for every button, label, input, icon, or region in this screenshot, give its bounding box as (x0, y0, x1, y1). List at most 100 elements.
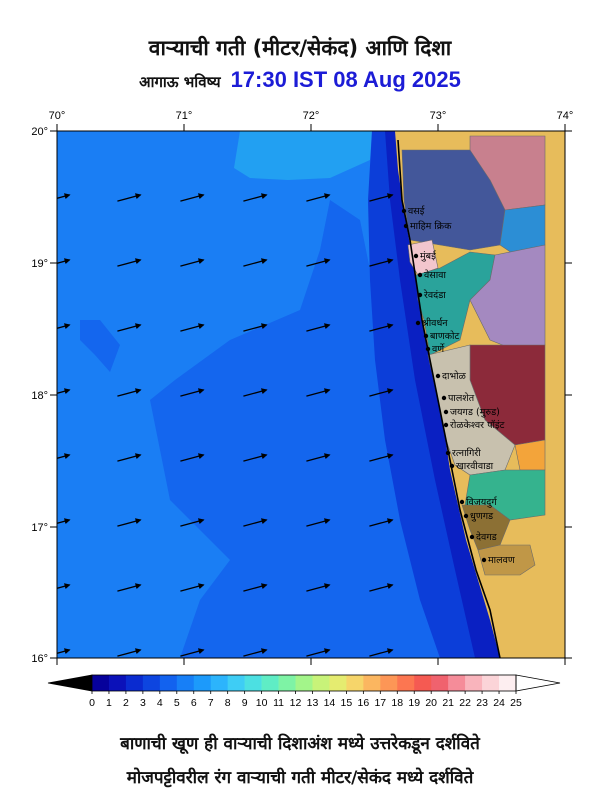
colorbar-frame (91, 674, 517, 692)
colorbar-tick-label: 21 (442, 697, 454, 709)
wind-arrow (180, 648, 205, 657)
colorbar-swatch (346, 675, 364, 691)
colorbar-under-arrow (47, 674, 93, 692)
colorbar-tick-label: 7 (208, 697, 214, 709)
colorbar-tick-label: 16 (358, 697, 370, 709)
lat-label: 18° (31, 390, 48, 402)
wind-arrow (306, 388, 331, 397)
colorbar-swatch (108, 675, 127, 691)
colorbar-tick-label: 1 (106, 697, 112, 709)
wind-arrow (306, 648, 331, 657)
wind-arrow (117, 518, 142, 527)
place-labels: वसई माहिम क्रिक मुंबई वेसावा रेवदंडा श्रीवर्ध… (401, 205, 515, 566)
wind-arrow (180, 518, 205, 527)
place-label: दाभोळ (442, 370, 467, 382)
colorbar-swatch (210, 675, 228, 691)
lat-label: 20° (31, 126, 48, 138)
place-marker (435, 373, 441, 379)
colorbar-swatch (363, 675, 381, 691)
colorbar-tick-label: 6 (191, 697, 197, 709)
lon-label: 74° (557, 110, 574, 122)
wind-arrow (180, 193, 205, 202)
wind-arrow (57, 453, 71, 460)
colorbar-tick-label: 18 (391, 697, 403, 709)
wind-arrow (117, 453, 142, 462)
wind-arrow (117, 583, 142, 592)
wind-arrow (369, 258, 394, 267)
place-marker (443, 409, 449, 415)
colorbar-tick-label: 10 (256, 697, 268, 709)
colorbar-swatch (159, 675, 178, 691)
colorbar-tick-label: 5 (174, 697, 180, 709)
wind-arrow (306, 583, 331, 592)
colorbar-tick-label: 17 (374, 697, 386, 709)
place-label: रेवदंडा (424, 289, 447, 301)
colorbar-tick-label: 2 (123, 697, 129, 709)
colorbar-tick-label: 3 (140, 697, 146, 709)
wind-arrow (369, 323, 394, 332)
wind-arrow (180, 323, 205, 332)
place-marker (469, 534, 475, 540)
wind-arrow (243, 258, 268, 267)
colorbar: 0 1 2 3 4 5 6 7 8 9 10 11 12 13 14 15 16 17 18 19 20 21 22 23 24… (47, 674, 561, 709)
footer-color-note: मोजपट्टीवरील रंग वाऱ्याची गती मीटर/सेकंद… (126, 768, 474, 788)
colorbar-swatch (414, 675, 432, 691)
place-label: श्रीवर्धन (422, 317, 448, 329)
colorbar-swatch (261, 675, 279, 691)
place-label: विजयदुर्ग (466, 496, 498, 508)
colorbar-swatch (329, 675, 347, 691)
wind-arrow (369, 583, 394, 592)
colorbar-tick-label: 9 (242, 697, 248, 709)
wind-arrow (57, 193, 71, 200)
latitude-ticks: 20° 19° 18° 17° 16° (31, 126, 572, 665)
place-label: रोळकेश्वर पॉइंट (450, 419, 505, 431)
colorbar-tick-label: 12 (290, 697, 302, 709)
wind-arrow (180, 258, 205, 267)
district-regions (401, 135, 546, 576)
wind-arrow (57, 648, 71, 655)
wind-arrow (243, 583, 268, 592)
wind-arrow (180, 388, 205, 397)
wind-arrow (369, 388, 394, 397)
place-marker (443, 422, 449, 428)
colorbar-swatch (499, 675, 517, 691)
colorbar-tick-label: 4 (157, 697, 163, 709)
place-marker (441, 395, 447, 401)
wind-arrow (243, 193, 268, 202)
place-label: मुंबई (420, 250, 437, 262)
district-9 (514, 439, 546, 471)
colorbar-tick-label: 19 (408, 697, 420, 709)
wind-arrow (117, 323, 142, 332)
lat-label: 17° (31, 522, 48, 534)
colorbar-swatch (380, 675, 398, 691)
wind-arrow (369, 648, 394, 657)
wind-arrow (57, 323, 71, 330)
footer-arrow-note: बाणाची खूण ही वाऱ्याची दिशाअंश मध्ये उत्… (120, 734, 480, 754)
place-marker (417, 272, 423, 278)
wind-arrow (117, 193, 142, 202)
page-title: वाऱ्याची गती (मीटर/सेकंद) आणि दिशा (148, 36, 452, 60)
lon-label: 72° (303, 110, 320, 122)
wind-arrow (243, 518, 268, 527)
forecast-time: 17:30 IST 08 Aug 2025 (230, 67, 461, 92)
coastline (397, 139, 501, 658)
wind-arrow (57, 583, 71, 590)
colorbar-swatch (295, 675, 313, 691)
place-label: मालवण (488, 555, 515, 566)
colorbar-swatch (278, 675, 296, 691)
place-marker (463, 513, 469, 519)
place-marker (417, 292, 423, 298)
place-label: पालशेत (448, 392, 475, 404)
colorbar-swatch (142, 675, 161, 691)
wind-arrow (306, 323, 331, 332)
colorbar-swatch (312, 675, 330, 691)
colorbar-tick-label: 0 (89, 697, 95, 709)
district-2 (401, 149, 506, 251)
colorbar-swatch (227, 675, 245, 691)
forecast-subtitle: आगाऊ भविष्य 17:30 IST 08 Aug 2025 (0, 67, 600, 93)
colorbar-swatch (397, 675, 415, 691)
place-label: रत्नागिरी (452, 447, 481, 459)
longitude-ticks: 70° 71° 72° 73° 74° (49, 110, 574, 665)
place-marker (403, 223, 409, 229)
place-marker (413, 253, 419, 259)
